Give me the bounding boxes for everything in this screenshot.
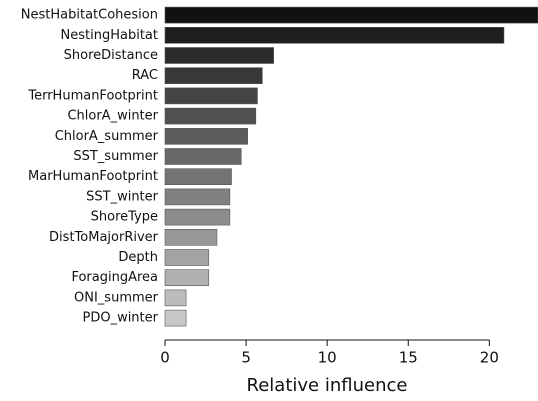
bar <box>164 289 187 307</box>
x-tick-label: 0 <box>160 349 170 367</box>
y-tick-label: NestingHabitat <box>61 28 158 43</box>
bar <box>164 249 210 266</box>
bar <box>164 26 505 44</box>
x-tick-label: 5 <box>241 349 251 367</box>
x-tick-label: 20 <box>480 349 499 367</box>
bar <box>164 309 187 327</box>
bar <box>164 269 210 287</box>
bar <box>164 208 231 226</box>
x-tick-label: 10 <box>318 349 337 367</box>
y-tick-label: ForagingArea <box>71 270 158 285</box>
bar <box>164 107 257 125</box>
y-tick-label: DistToMajorRiver <box>49 230 159 245</box>
y-tick-label: PDO_winter <box>82 311 158 326</box>
y-tick-label: SST_winter <box>86 189 159 204</box>
y-tick-label: SST_summer <box>73 149 158 164</box>
y-tick-label: MarHumanFootprint <box>28 169 158 184</box>
bar <box>164 47 274 64</box>
bar <box>164 229 218 246</box>
y-tick-label: ONI_summer <box>74 290 159 305</box>
y-tick-label: ShoreType <box>91 210 158 225</box>
y-tick-label: TerrHumanFootprint <box>27 88 158 103</box>
x-axis-title: Relative influence <box>247 375 408 396</box>
y-tick-label: RAC <box>132 68 158 83</box>
y-tick-label: NestHabitatCohesion <box>21 8 158 23</box>
bar <box>164 67 263 84</box>
bar <box>164 128 249 145</box>
bar <box>164 87 258 105</box>
bar <box>164 188 231 206</box>
x-tick-label: 15 <box>399 349 418 367</box>
bar <box>164 148 242 165</box>
bar <box>164 6 538 24</box>
bar <box>164 168 232 185</box>
y-tick-label: Depth <box>118 250 158 265</box>
y-tick-label: ShoreDistance <box>64 48 158 63</box>
y-tick-label: ChlorA_winter <box>67 109 158 124</box>
y-tick-label: ChlorA_summer <box>55 129 159 144</box>
